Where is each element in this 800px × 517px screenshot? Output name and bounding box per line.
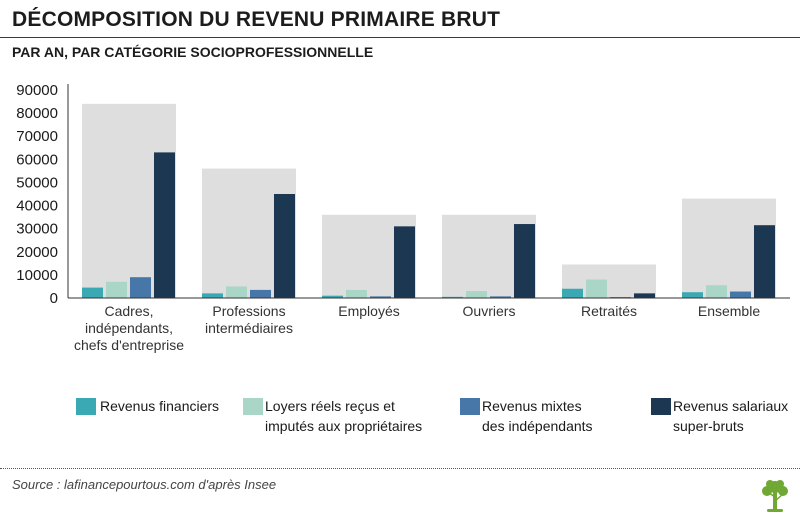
y-tick-label: 80000	[16, 105, 58, 122]
x-category-label: Employés	[338, 303, 399, 319]
bar-revenus-financiers	[682, 292, 703, 298]
bar-revenus-financiers	[442, 296, 463, 298]
legend-label: Loyers réels reçus et imputés aux proprié…	[265, 398, 422, 434]
bar-revenus-salariaux	[754, 225, 775, 298]
bar-revenus-financiers	[202, 293, 223, 298]
legend-label: Revenus mixtes des indépendants	[482, 398, 593, 434]
legend-swatch	[76, 398, 96, 415]
chart-title: DÉCOMPOSITION DU REVENU PRIMAIRE BRUT	[12, 8, 501, 31]
bar-revenus-mixtes	[490, 296, 511, 298]
y-tick-label: 20000	[16, 244, 58, 261]
title-divider	[0, 37, 800, 38]
bar-revenus-mixtes	[370, 296, 391, 298]
bar-loyers	[226, 286, 247, 298]
bar-revenus-salariaux	[394, 226, 415, 298]
y-tick-label: 90000	[16, 82, 58, 99]
bar-loyers	[586, 279, 607, 298]
chart-subtitle: PAR AN, PAR CATÉGORIE SOCIOPROFESSIONNEL…	[12, 44, 374, 60]
y-tick-label: 40000	[16, 198, 58, 215]
bar-revenus-salariaux	[634, 293, 655, 298]
bar-revenus-salariaux	[274, 194, 295, 298]
y-tick-label: 10000	[16, 267, 58, 284]
y-tick-label: 50000	[16, 174, 58, 191]
bar-revenus-salariaux	[154, 152, 175, 298]
legend-label: Revenus financiers	[100, 398, 219, 414]
source-note: Source : lafinancepourtous.com d'après I…	[12, 477, 277, 492]
bar-revenus-mixtes	[130, 277, 151, 298]
bar-revenus-financiers	[322, 295, 343, 298]
bar-loyers	[106, 281, 127, 298]
y-tick-label: 60000	[16, 151, 58, 168]
y-tick-label: 30000	[16, 221, 58, 238]
x-category-label: Ensemble	[698, 303, 760, 319]
y-tick-label: 70000	[16, 128, 58, 145]
y-tick-label: 0	[50, 290, 58, 307]
x-category-label: Cadres, indépendants, chefs d'entreprise	[74, 303, 184, 353]
bar-loyers	[346, 289, 367, 298]
bar-revenus-financiers	[82, 287, 103, 298]
footer-divider	[0, 468, 800, 469]
x-category-label: Retraités	[581, 303, 637, 319]
x-category-label: Ouvriers	[463, 303, 516, 319]
bar-revenus-mixtes	[250, 289, 271, 298]
bar-revenus-mixtes	[730, 291, 751, 298]
bar-revenus-financiers	[562, 288, 583, 298]
legend-swatch	[243, 398, 263, 415]
legend-label: Revenus salariaux super-bruts	[673, 398, 788, 434]
bar-loyers	[466, 291, 487, 298]
x-category-label: Professions intermédiaires	[205, 303, 293, 336]
bar-loyers	[706, 285, 727, 298]
bar-revenus-salariaux	[514, 224, 535, 298]
legend-swatch	[460, 398, 480, 415]
legend-swatch	[651, 398, 671, 415]
tree-logo-icon	[762, 480, 788, 512]
